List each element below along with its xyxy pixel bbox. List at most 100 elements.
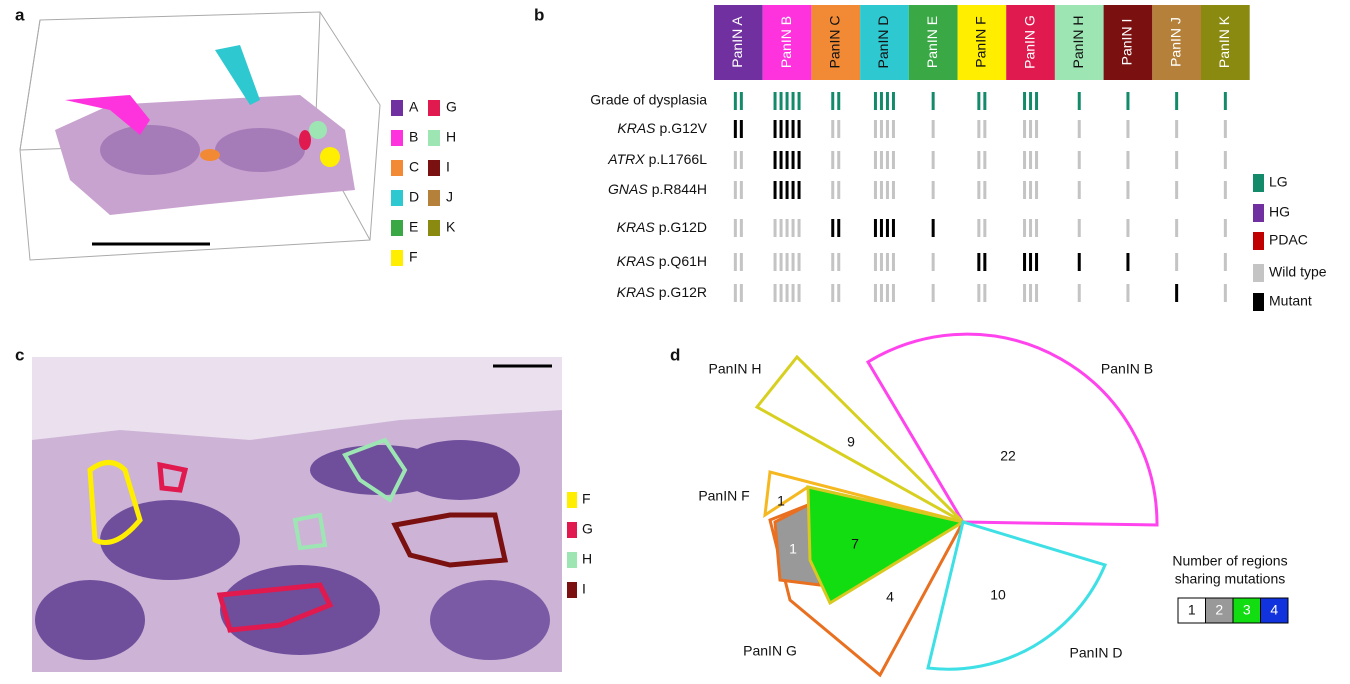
region-tick: [1029, 253, 1033, 271]
legend-label: K: [446, 219, 456, 235]
region-count: 1: [789, 541, 797, 557]
region-tick: [1077, 151, 1081, 169]
region-tick: [785, 120, 789, 138]
region-tick: [733, 120, 737, 138]
lesion-label: PanIN H: [709, 361, 762, 377]
legend-swatch: [391, 220, 403, 236]
legend-label: G: [446, 99, 457, 115]
region-tick: [879, 92, 883, 110]
legend-label: 3: [1243, 602, 1251, 618]
gene-name: GNAS: [608, 181, 648, 197]
legend-label: E: [409, 219, 418, 235]
column-label: PanIN B: [778, 16, 794, 68]
region-tick: [977, 253, 981, 271]
column-header: [957, 5, 1007, 80]
legend-box: [1177, 597, 1206, 624]
region-tick: [983, 181, 987, 199]
region-tick: [779, 151, 783, 169]
region-tick: [1126, 253, 1130, 271]
column-header: [811, 5, 861, 80]
region-tick: [983, 120, 987, 138]
region-tick: [1035, 253, 1039, 271]
row-label: KRAS p.G12V: [617, 120, 707, 136]
legend-label: I: [446, 159, 450, 175]
region-tick: [1035, 92, 1039, 110]
region-tick: [1175, 253, 1179, 271]
region-tick: [733, 219, 737, 237]
region-tick: [873, 92, 877, 110]
region-tick: [931, 120, 935, 138]
region-tick: [1223, 284, 1227, 302]
column-header: [714, 5, 763, 80]
region-tick: [1126, 284, 1130, 302]
region-count: 7: [851, 536, 859, 552]
region-tick: [739, 151, 743, 169]
region-tick: [1175, 92, 1179, 110]
region-tick: [785, 92, 789, 110]
region-count: 4: [886, 589, 894, 605]
region-tick: [983, 253, 987, 271]
region-tick: [1126, 120, 1130, 138]
region-tick: [1035, 181, 1039, 199]
region-tick: [983, 284, 987, 302]
legend-label: I: [582, 581, 586, 597]
legend-label: 4: [1270, 602, 1278, 618]
column-header: [1006, 5, 1055, 80]
gene-name: ATRX: [607, 151, 645, 167]
region-tick: [1023, 253, 1027, 271]
legend-label: Wild type: [1269, 264, 1327, 280]
region-tick: [1126, 219, 1130, 237]
region-tick: [773, 253, 777, 271]
region-tick: [785, 181, 789, 199]
region-tick: [1035, 284, 1039, 302]
region-tick: [837, 284, 841, 302]
region-tick: [891, 92, 895, 110]
region-tick: [1023, 151, 1027, 169]
region-tick: [837, 181, 841, 199]
region-tick: [879, 151, 883, 169]
panel-label: c: [15, 345, 24, 364]
region-tick: [1023, 219, 1027, 237]
region-tick: [791, 151, 795, 169]
legend-swatch: [391, 250, 403, 266]
legend-title: Number of regions: [1172, 553, 1287, 569]
region-tick: [785, 151, 789, 169]
variant: p.G12D: [659, 219, 707, 235]
region-tick: [797, 219, 801, 237]
legend-swatch: [567, 492, 577, 508]
panel-label: d: [670, 345, 680, 364]
region-tick: [983, 151, 987, 169]
legend-label: C: [409, 159, 419, 175]
region-tick: [791, 219, 795, 237]
region-tick: [1175, 284, 1179, 302]
region-tick: [891, 151, 895, 169]
region-tick: [773, 219, 777, 237]
legend-label: A: [409, 99, 419, 115]
gene-name: KRAS: [617, 120, 656, 136]
region-tick: [785, 284, 789, 302]
region-tick: [1029, 120, 1033, 138]
region-tick: [739, 120, 743, 138]
legend-label: G: [582, 521, 593, 537]
row-label: GNAS p.R844H: [608, 181, 707, 197]
region-count: 22: [1000, 448, 1016, 464]
region-count: 1: [777, 493, 785, 509]
region-tick: [1223, 253, 1227, 271]
region-tick: [977, 219, 981, 237]
region-tick: [1029, 284, 1033, 302]
wedge: [754, 354, 965, 524]
region-tick: [1029, 181, 1033, 199]
region-tick: [797, 92, 801, 110]
region-tick: [1175, 151, 1179, 169]
region-tick: [837, 151, 841, 169]
legend-swatch: [428, 160, 440, 176]
region-tick: [773, 284, 777, 302]
region-tick: [773, 181, 777, 199]
column-label: PanIN D: [875, 16, 891, 69]
region-tick: [1175, 219, 1179, 237]
region-tick: [1077, 253, 1081, 271]
gene-name: KRAS: [617, 284, 656, 300]
gene-name: KRAS: [617, 253, 656, 269]
column-header: [762, 5, 812, 80]
